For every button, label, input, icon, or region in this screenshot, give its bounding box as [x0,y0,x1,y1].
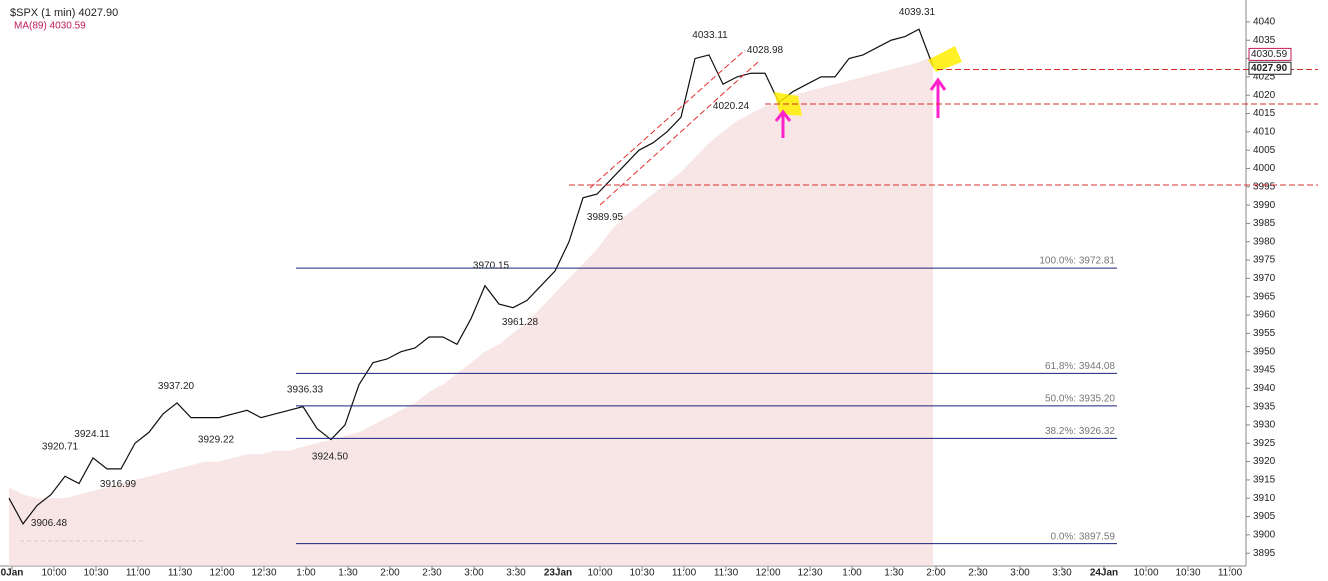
x-tick-label: 12:00 [755,568,780,579]
y-tick-label: 4015 [1253,108,1276,119]
y-tick-label: 3920 [1253,456,1276,467]
chart-title: $SPX (1 min) 4027.90 [10,7,118,19]
fib-label: 38.2%: 3926.32 [1045,426,1115,437]
price-label: 3920.71 [42,442,79,453]
price-label: 3906.48 [31,518,68,529]
x-tick-label: 23Jan [544,568,572,579]
x-tick-label: 2:00 [380,568,400,579]
x-tick-label: 2:00 [926,568,946,579]
price-label: 4028.98 [747,45,784,56]
y-tick-label: 4010 [1253,126,1276,137]
x-tick-label: 1:30 [884,568,904,579]
y-tick-label: 3975 [1253,255,1276,266]
x-tick-label: 1:00 [842,568,862,579]
x-tick-label: 3:30 [506,568,526,579]
x-tick-label: 2:30 [968,568,988,579]
x-tick-label: 1:00 [296,568,316,579]
channel-line [589,49,746,189]
price-label: 4039.31 [899,7,936,18]
x-tick-label: 12:00 [209,568,234,579]
y-tick-label: 3895 [1253,548,1276,559]
x-tick-label: 10:00 [41,568,66,579]
price-label: 3916.99 [100,479,137,490]
x-tick-label: 10:30 [83,568,108,579]
price-tag-label: 4030.59 [1251,49,1288,60]
x-tick-label: 11:00 [126,568,151,579]
y-tick-label: 3950 [1253,346,1276,357]
fib-label: 100.0%: 3972.81 [1039,256,1115,267]
x-tick-label: 24Jan [1090,568,1118,579]
y-tick-label: 4035 [1253,35,1276,46]
y-tick-label: 3940 [1253,383,1276,394]
x-tick-label: 11:00 [1218,568,1243,579]
highlight [928,46,962,72]
x-tick-label: 11:30 [714,568,739,579]
x-tick-label: 10:30 [1175,568,1200,579]
y-tick-label: 3990 [1253,200,1276,211]
x-tick-label: 10:30 [629,568,654,579]
y-tick-label: 4020 [1253,90,1276,101]
x-tick-label: 12:30 [797,568,822,579]
y-tick-label: 3955 [1253,328,1276,339]
x-tick-label: 2:30 [422,568,442,579]
price-tag [1248,61,1292,75]
x-tick-label: 1:30 [338,568,358,579]
y-tick-label: 3905 [1253,511,1276,522]
chart-subtitle: MA(89) 4030.59 [14,21,86,32]
y-tick-label: 3930 [1253,420,1276,431]
y-tick-label: 3960 [1253,310,1276,321]
x-tick-label: 3:30 [1052,568,1072,579]
y-tick-label: 4005 [1253,145,1276,156]
price-label: 3989.95 [587,212,624,223]
fib-label: 61.8%: 3944.08 [1045,361,1115,372]
y-tick-label: 4000 [1253,163,1276,174]
x-tick-label: 10:00 [1133,568,1158,579]
x-tick-label: 10:00 [587,568,612,579]
x-tick-label: 11:00 [672,568,697,579]
y-tick-label: 3935 [1253,401,1276,412]
y-tick-label: 3925 [1253,438,1276,449]
price-label: 3970.15 [473,260,510,271]
y-tick-label: 4040 [1253,17,1276,28]
price-tag-label: 4027.90 [1251,63,1288,74]
x-tick-label: 3:00 [1010,568,1030,579]
x-tick-label: 12:30 [251,568,276,579]
x-tick-label: 0Jan [1,568,24,579]
price-label: 4020.24 [713,101,750,112]
arrow [774,109,792,138]
y-tick-label: 3995 [1253,181,1276,192]
y-tick-label: 3945 [1253,365,1276,376]
y-tick-label: 3910 [1253,493,1276,504]
y-tick-label: 3915 [1253,475,1276,486]
y-tick-label: 3985 [1253,218,1276,229]
price-tag [1248,47,1292,61]
x-tick-label: 11:30 [168,568,193,579]
price-label: 4033.11 [692,30,728,41]
y-tick-label: 3980 [1253,236,1276,247]
y-tick-label: 4025 [1253,72,1276,83]
x-tick-label: 3:00 [464,568,484,579]
price-label: 3961.28 [502,317,539,328]
y-tick-label: 3900 [1253,529,1276,540]
fib-label: 50.0%: 3935.20 [1045,394,1115,405]
price-label: 3924.50 [312,452,349,463]
price-label: 3936.33 [287,384,324,395]
price-label: 3929.22 [198,434,235,445]
price-label: 3937.20 [158,381,195,392]
arrow [929,77,947,118]
y-tick-label: 3970 [1253,273,1276,284]
y-tick-label: 3965 [1253,291,1276,302]
fib-label: 0.0%: 3897.59 [1051,531,1116,542]
price-label: 3924.11 [74,429,110,440]
